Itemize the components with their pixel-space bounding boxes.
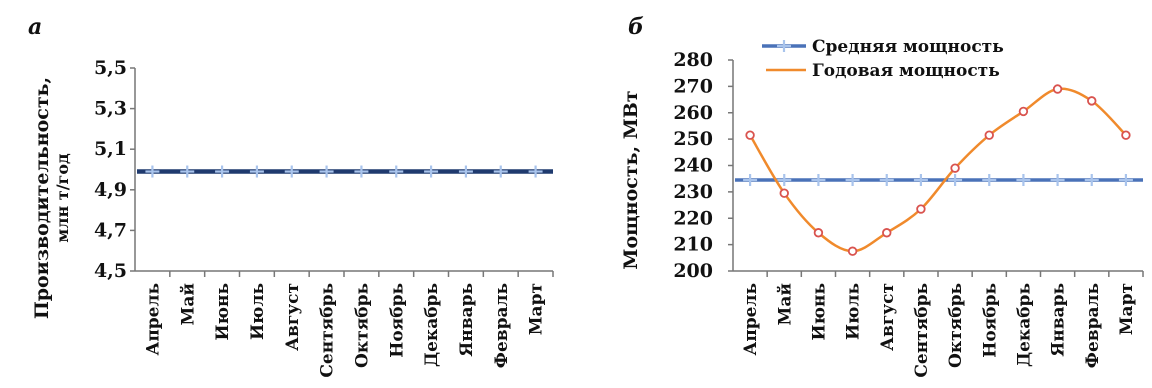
data-point-b-0 — [811, 174, 826, 187]
panel-label-b: б — [628, 14, 644, 40]
y-tick-label-a: 4,9 — [94, 179, 127, 201]
y-tick-label-a: 4,5 — [94, 260, 127, 282]
x-tick-label-a: Август — [283, 283, 303, 351]
data-point-a-0 — [354, 165, 369, 178]
data-point-b-0 — [1118, 174, 1133, 187]
x-tick-label-a: Апрель — [143, 283, 163, 356]
x-tick-label-a: Январь — [457, 283, 477, 357]
x-tick-label-a: Сентябрь — [318, 283, 338, 378]
data-point-a-0 — [145, 165, 160, 178]
x-tick-label-a: Июнь — [213, 283, 233, 340]
data-point-a-0 — [249, 165, 264, 178]
data-point-a-0 — [215, 165, 230, 178]
data-point-b-0 — [777, 174, 792, 187]
x-tick-label-a: Декабрь — [422, 283, 442, 367]
data-point-a-0 — [389, 165, 404, 178]
data-point-b-1 — [745, 130, 755, 140]
y-tick-label-b: 200 — [673, 260, 713, 282]
x-tick-label-b: Август — [878, 283, 898, 351]
y-axis-subtitle-a: млн т/год — [53, 153, 72, 243]
data-point-b-1 — [847, 246, 858, 256]
data-point-b-0 — [1050, 174, 1065, 187]
x-tick-label-b: Март — [1117, 283, 1137, 335]
data-point-b-1 — [779, 188, 789, 198]
data-point-b-0 — [1016, 174, 1031, 187]
x-tick-label-a: Октябрь — [352, 283, 372, 368]
legend-label-1: Годовая мощность — [812, 61, 1000, 81]
y-tick-label-b: 270 — [673, 75, 713, 97]
x-tick-label-b: Июнь — [809, 283, 829, 340]
y-tick-label-a: 5,1 — [94, 138, 127, 160]
legend-label-0: Средняя мощность — [812, 37, 1004, 57]
y-tick-label-b: 250 — [673, 128, 713, 150]
data-point-a-0 — [180, 165, 195, 178]
data-point-b-1 — [1087, 96, 1097, 106]
x-tick-label-a: Июль — [248, 283, 268, 340]
chart-panel-a: а Производительность, млн т/год 4,5 4,7 4,… — [28, 14, 554, 378]
data-point-a-0 — [528, 165, 543, 178]
y-axis-title-b: Мощность, МВт — [620, 90, 642, 269]
y-tick-label-b: 260 — [673, 102, 713, 124]
data-point-b-0 — [948, 174, 963, 187]
data-point-b-1 — [882, 228, 892, 238]
legend-b: Средняя мощность Годовая мощность — [762, 37, 1004, 81]
data-point-b-0 — [1084, 174, 1099, 187]
data-point-b-0 — [879, 174, 894, 187]
data-point-b-0 — [743, 174, 758, 187]
x-tick-label-b: Апрель — [741, 283, 761, 356]
y-axis-title-a: Производительность, — [31, 77, 53, 319]
data-point-b-1 — [1018, 106, 1029, 117]
data-point-b-1 — [950, 163, 960, 173]
y-tick-label-b: 220 — [673, 207, 713, 229]
y-tick-label-a: 5,3 — [94, 98, 127, 120]
data-point-b-1 — [1052, 84, 1063, 94]
data-point-b-1 — [813, 228, 824, 238]
y-tick-label-b: 230 — [673, 181, 713, 203]
data-point-b-1 — [1121, 130, 1131, 140]
chart-panel-b: б Мощность, МВт 200 210 220 230 240 250 260 270… — [620, 14, 1144, 378]
data-point-a-0 — [319, 165, 334, 178]
data-point-a-0 — [284, 165, 299, 178]
data-point-a-0 — [424, 165, 439, 178]
data-point-a-0 — [458, 165, 473, 178]
x-tick-label-b: Ноябрь — [980, 283, 1000, 358]
x-tick-label-a: Март — [527, 283, 547, 335]
y-tick-label-a: 5,5 — [94, 57, 127, 79]
series-line-b-1 — [749, 87, 1127, 253]
x-tick-label-b: Январь — [1049, 283, 1069, 357]
y-tick-label-a: 4,7 — [94, 219, 127, 241]
x-tick-label-b: Июль — [844, 283, 864, 340]
x-tick-label-b: Октябрь — [946, 283, 966, 368]
y-tick-label-b: 240 — [673, 155, 713, 177]
data-point-b-0 — [913, 174, 928, 187]
x-tick-label-b: Май — [775, 283, 795, 326]
data-point-b-0 — [845, 174, 860, 187]
x-tick-label-b: Февраль — [1083, 283, 1103, 368]
y-tick-label-b: 280 — [673, 49, 713, 71]
legend-marker-0 — [777, 40, 791, 52]
data-point-b-1 — [916, 204, 926, 214]
y-tick-label-b: 210 — [673, 234, 713, 256]
x-tick-label-a: Май — [178, 283, 198, 326]
data-point-b-0 — [982, 174, 997, 187]
data-point-b-1 — [984, 130, 994, 140]
x-tick-label-a: Февраль — [492, 283, 512, 368]
x-tick-label-b: Сентябрь — [912, 283, 932, 378]
panel-label-a: а — [28, 14, 42, 40]
x-tick-label-b: Декабрь — [1014, 283, 1034, 367]
x-tick-label-a: Ноябрь — [387, 283, 407, 358]
data-point-a-0 — [493, 165, 508, 178]
